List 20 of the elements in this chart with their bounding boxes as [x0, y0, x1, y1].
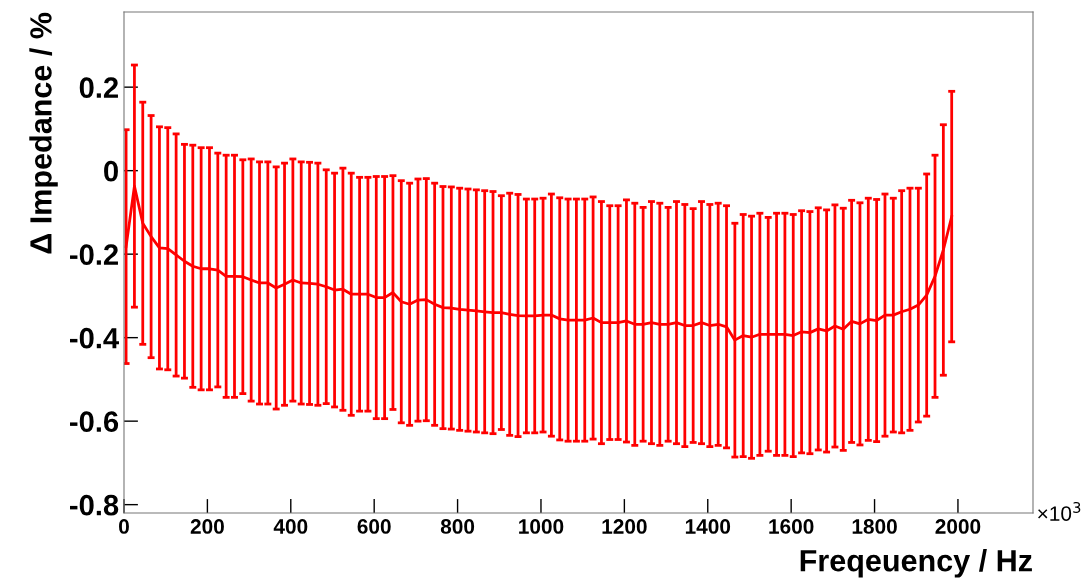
x-tick-label: 600	[357, 519, 391, 534]
y-tick-label: -0.2	[70, 244, 118, 266]
x-tick-label: 200	[190, 519, 224, 534]
x-tick-label: 1200	[602, 519, 647, 534]
y-tick-label: -0.8	[70, 494, 119, 516]
x-tick-label: 2000	[935, 519, 981, 534]
x-tick-label: 1600	[769, 519, 814, 534]
y-tick-label: 0.2	[79, 77, 118, 99]
x-tick-label: 400	[273, 519, 308, 534]
x-axis-title: Freqeuency / Hz	[800, 549, 1032, 578]
x-tick-label: 800	[440, 519, 475, 534]
x-tick-label: 1800	[852, 519, 897, 534]
y-axis-title: Δ Impedance / %	[29, 12, 58, 254]
x-tick-label: 0	[119, 519, 129, 534]
y-tick-label: -0.4	[70, 327, 119, 349]
x-tick-label: 1000	[519, 519, 564, 534]
y-tick-label: 0	[104, 160, 118, 182]
x-tick-label: 1400	[685, 519, 731, 534]
text: ×10$^{3}$	[1038, 501, 1081, 521]
y-tick-label: -0.6	[70, 411, 119, 433]
